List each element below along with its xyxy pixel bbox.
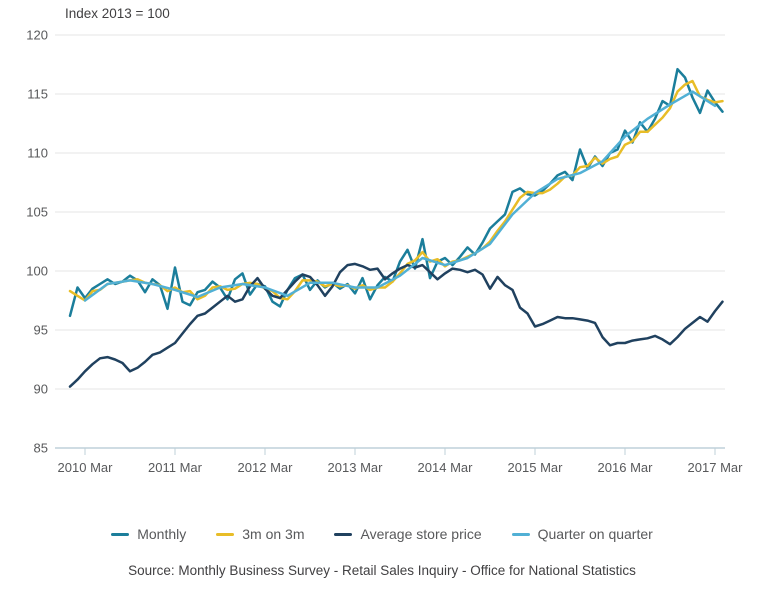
legend-swatch-icon <box>511 532 530 536</box>
legend-label: 3m on 3m <box>242 526 305 542</box>
legend-swatch-icon <box>216 532 235 536</box>
x-tick-label: 2012 Mar <box>238 460 294 475</box>
y-tick-label: 90 <box>34 382 48 397</box>
legend-item-average-store-price[interactable]: Average store price <box>334 526 482 542</box>
chart-plot-area: 85 90 95 100 105 110 115 120 2010 Mar 2011 Mar 201… <box>26 28 744 476</box>
legend-swatch-icon <box>111 532 130 536</box>
x-tick-label: 2014 Mar <box>418 460 474 475</box>
chart-title: Index 2013 = 100 <box>65 6 170 21</box>
x-tick-label: 2010 Mar <box>58 460 114 475</box>
y-tick-label: 115 <box>27 87 48 102</box>
legend-item-monthly[interactable]: Monthly <box>111 526 186 542</box>
y-tick-label: 85 <box>34 441 48 456</box>
x-tick-label: 2011 Mar <box>148 460 203 475</box>
x-tick-label: 2016 Mar <box>598 460 654 475</box>
y-tick-label: 110 <box>27 146 48 161</box>
y-tick-label: 120 <box>26 28 48 43</box>
y-tick-label: 95 <box>34 323 48 338</box>
legend-label: Monthly <box>137 526 187 542</box>
source-attribution: Source: Monthly Business Survey - Retail… <box>128 563 636 578</box>
legend-swatch-icon <box>334 532 353 536</box>
x-tick-label: 2013 Mar <box>328 460 384 475</box>
legend-item-quarter-on-quarter[interactable]: Quarter on quarter <box>511 526 653 542</box>
x-tick-label: 2015 Mar <box>508 460 564 475</box>
y-tick-label: 105 <box>26 205 48 220</box>
series-line-average-store-price <box>68 262 724 388</box>
chart-legend: Monthly 3m on 3m Average store price Quarte… <box>0 523 764 545</box>
legend-label: Average store price <box>360 526 482 542</box>
legend-item-3m-on-3m[interactable]: 3m on 3m <box>216 526 304 542</box>
series-line-quarter-on-quarter <box>83 90 717 302</box>
x-tick-label: 2017 Mar <box>688 460 744 475</box>
y-tick-label: 100 <box>26 264 48 279</box>
legend-label: Quarter on quarter <box>537 526 653 542</box>
series-line-3m-on-3m <box>68 79 724 302</box>
